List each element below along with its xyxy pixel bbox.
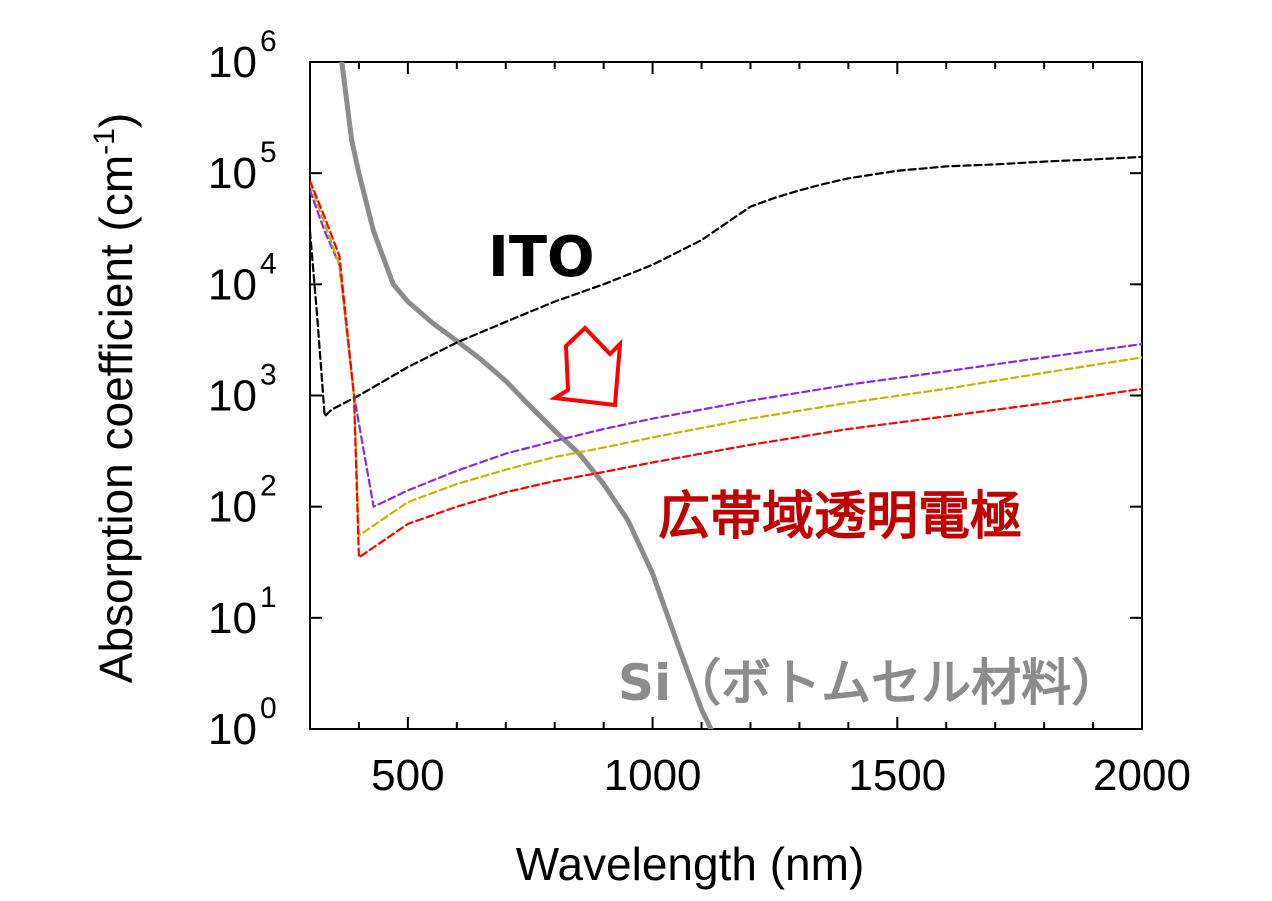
- x-tick-label: 1500: [848, 751, 946, 800]
- y-tick-label: 10: [208, 483, 257, 532]
- y-axis-label-main: Absorption coefficient (cm: [90, 155, 142, 683]
- x-axis-label: Wavelength (nm): [516, 838, 865, 890]
- y-tick-label: 10: [208, 149, 257, 198]
- y-tick-label: 10: [208, 372, 257, 421]
- tce-annotation: 広帯域透明電極: [658, 487, 1022, 547]
- series-group: [310, 62, 1142, 729]
- series-line-tce-red: [310, 179, 1142, 559]
- y-tick-label: 10: [208, 260, 257, 309]
- y-tick-label: 10: [208, 38, 257, 87]
- ito-annotation: ITO: [488, 225, 595, 290]
- y-tick-exponent: 5: [260, 136, 277, 169]
- y-axis-label-close: ): [90, 113, 142, 128]
- y-tick-exponent: 1: [260, 581, 277, 614]
- plot-frame: [309, 61, 1143, 730]
- series-line-tce-purple: [310, 189, 1142, 508]
- down-arrow-icon: [549, 325, 623, 408]
- series-line-ito: [310, 155, 1142, 418]
- y-tick-exponent: 0: [260, 692, 277, 725]
- y-tick-exponent: 6: [260, 25, 277, 58]
- y-tick-exponent: 2: [260, 470, 277, 503]
- series-line-si: [338, 62, 714, 729]
- y-axis-label: Absorption coefficient (cm-1): [88, 113, 142, 683]
- y-tick-exponent: 3: [260, 359, 277, 392]
- x-tick-labels: 500 1000 1500 2000: [371, 751, 1191, 800]
- x-tick-label: 2000: [1093, 751, 1191, 800]
- y-tick-exponent: 4: [260, 247, 277, 280]
- x-tick-label: 500: [371, 751, 444, 800]
- y-axis-label-sup: -1: [88, 128, 121, 155]
- y-tick-label: 10: [208, 594, 257, 643]
- x-tick-label: 1000: [604, 751, 702, 800]
- axis-ticks: [310, 61, 1142, 730]
- si-annotation: Si（ボトムセル材料）: [618, 654, 1121, 712]
- y-tick-label: 10: [208, 705, 257, 754]
- series-line-tce-yellow: [310, 182, 1142, 537]
